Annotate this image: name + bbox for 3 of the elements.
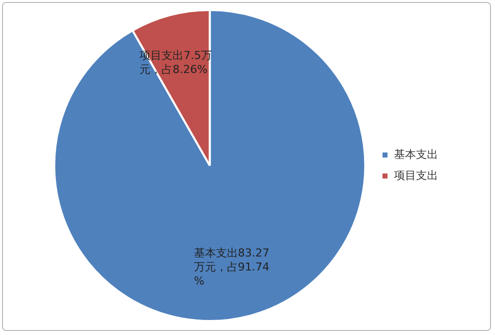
legend-label: 项目支出	[394, 168, 438, 182]
data-label: 基本支出83.27万元，占91.74%	[194, 246, 270, 288]
legend-label: 基本支出	[394, 148, 438, 161]
